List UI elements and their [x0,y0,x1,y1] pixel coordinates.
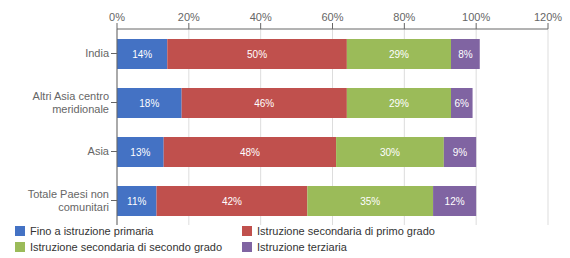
html-text:Fino a istruzione primaria: Fino a istruzione primaria [30,225,154,237]
svg-text:120%: 120% [534,11,562,23]
svg-text:13%: 13% [130,147,150,158]
svg-text:Totale Paesi noncomunitari: Totale Paesi noncomunitari [28,188,109,213]
svg-text:30%: 30% [380,147,400,158]
svg-text:29%: 29% [389,98,409,109]
svg-text:60%: 60% [321,11,343,23]
html-text:Istruzione secondaria di primo: Istruzione secondaria di primo grado [257,225,435,237]
svg-text:46%: 46% [254,98,274,109]
svg-text:0%: 0% [109,11,125,23]
svg-text:Altri Asia centromeridionale: Altri Asia centromeridionale [33,90,109,115]
svg-text:42%: 42% [222,196,242,207]
svg-text:48%: 48% [240,147,260,158]
svg-text:80%: 80% [393,11,415,23]
svg-text:11%: 11% [127,196,146,207]
svg-text:35%: 35% [360,196,380,207]
svg-text:9%: 9% [453,147,468,158]
svg-text:100%: 100% [462,11,490,23]
svg-text:12%: 12% [445,196,465,207]
html-text:Istruzione terziaria: Istruzione terziaria [257,241,347,253]
svg-text:6%: 6% [455,98,470,109]
svg-text:14%: 14% [132,49,152,60]
svg-text:18%: 18% [139,98,159,109]
svg-text:29%: 29% [389,49,409,60]
svg-text:Asia: Asia [88,145,110,157]
html-text:Istruzione secondaria di secon: Istruzione secondaria di secondo grado [30,241,222,253]
svg-text:8%: 8% [458,49,473,60]
svg-text:40%: 40% [250,11,272,23]
svg-text:India: India [85,47,110,59]
svg-text:20%: 20% [178,11,200,23]
svg-text:50%: 50% [247,49,267,60]
